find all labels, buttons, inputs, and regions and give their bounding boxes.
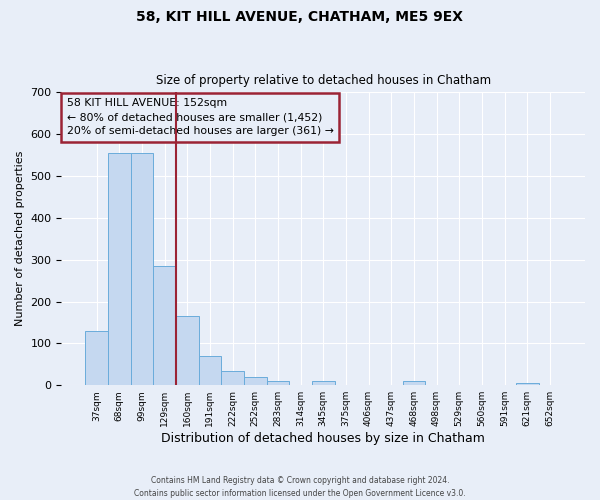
Bar [403,381,425,385]
Bar [199,356,221,385]
Bar [108,153,131,385]
Bar [244,377,266,385]
Bar [516,383,539,385]
X-axis label: Distribution of detached houses by size in Chatham: Distribution of detached houses by size … [161,432,485,445]
Bar [153,266,176,385]
Text: 58, KIT HILL AVENUE, CHATHAM, ME5 9EX: 58, KIT HILL AVENUE, CHATHAM, ME5 9EX [137,10,464,24]
Bar [85,331,108,385]
Bar [131,153,153,385]
Bar [176,316,199,385]
Text: 58 KIT HILL AVENUE: 152sqm
← 80% of detached houses are smaller (1,452)
20% of s: 58 KIT HILL AVENUE: 152sqm ← 80% of deta… [67,98,334,136]
Bar [266,381,289,385]
Y-axis label: Number of detached properties: Number of detached properties [15,151,25,326]
Text: Contains HM Land Registry data © Crown copyright and database right 2024.
Contai: Contains HM Land Registry data © Crown c… [134,476,466,498]
Bar [221,370,244,385]
Title: Size of property relative to detached houses in Chatham: Size of property relative to detached ho… [155,74,491,87]
Bar [312,381,335,385]
